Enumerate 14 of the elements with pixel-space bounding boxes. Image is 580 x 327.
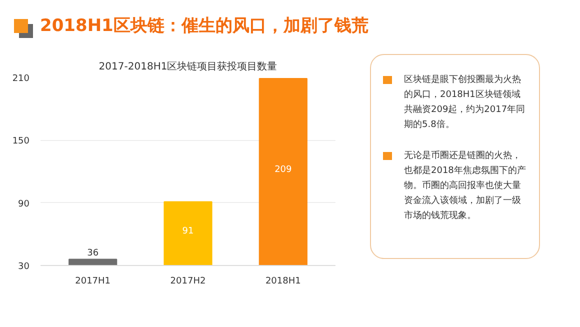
text: 无论是币圈还是链圈的火热，也都是2018年焦虑氛围下的产物。币圈的高回报率也使大量资金流入该领域，加剧了一级市场的钱荒现象。 <box>404 150 527 223</box>
text: 区块链是眼下创投圈最为火热的风口，2018H1区块链领域共融资209起，约为2017年同期的5.8倍。 <box>404 74 526 132</box>
x-tick-label: 2017H2 <box>170 276 206 286</box>
chart-subtitle: 2018H1区块链：催生的风口，加剧了钱荒 <box>40 15 368 38</box>
y-tick-label: 150 <box>12 136 30 147</box>
data-label: 36 <box>87 248 99 258</box>
y-tick-label: 90 <box>18 199 30 210</box>
x-tick-label: 2018H1 <box>265 276 301 286</box>
data-label: 91 <box>182 226 194 237</box>
x-tick-label: 2017H1 <box>75 276 111 286</box>
data-label: 209 <box>274 165 292 176</box>
chart-title: 2017-2018H1区块链项目获投项目数量 <box>98 60 278 72</box>
y-tick-label: 210 <box>12 74 30 84</box>
y-tick-label: 30 <box>18 262 30 272</box>
